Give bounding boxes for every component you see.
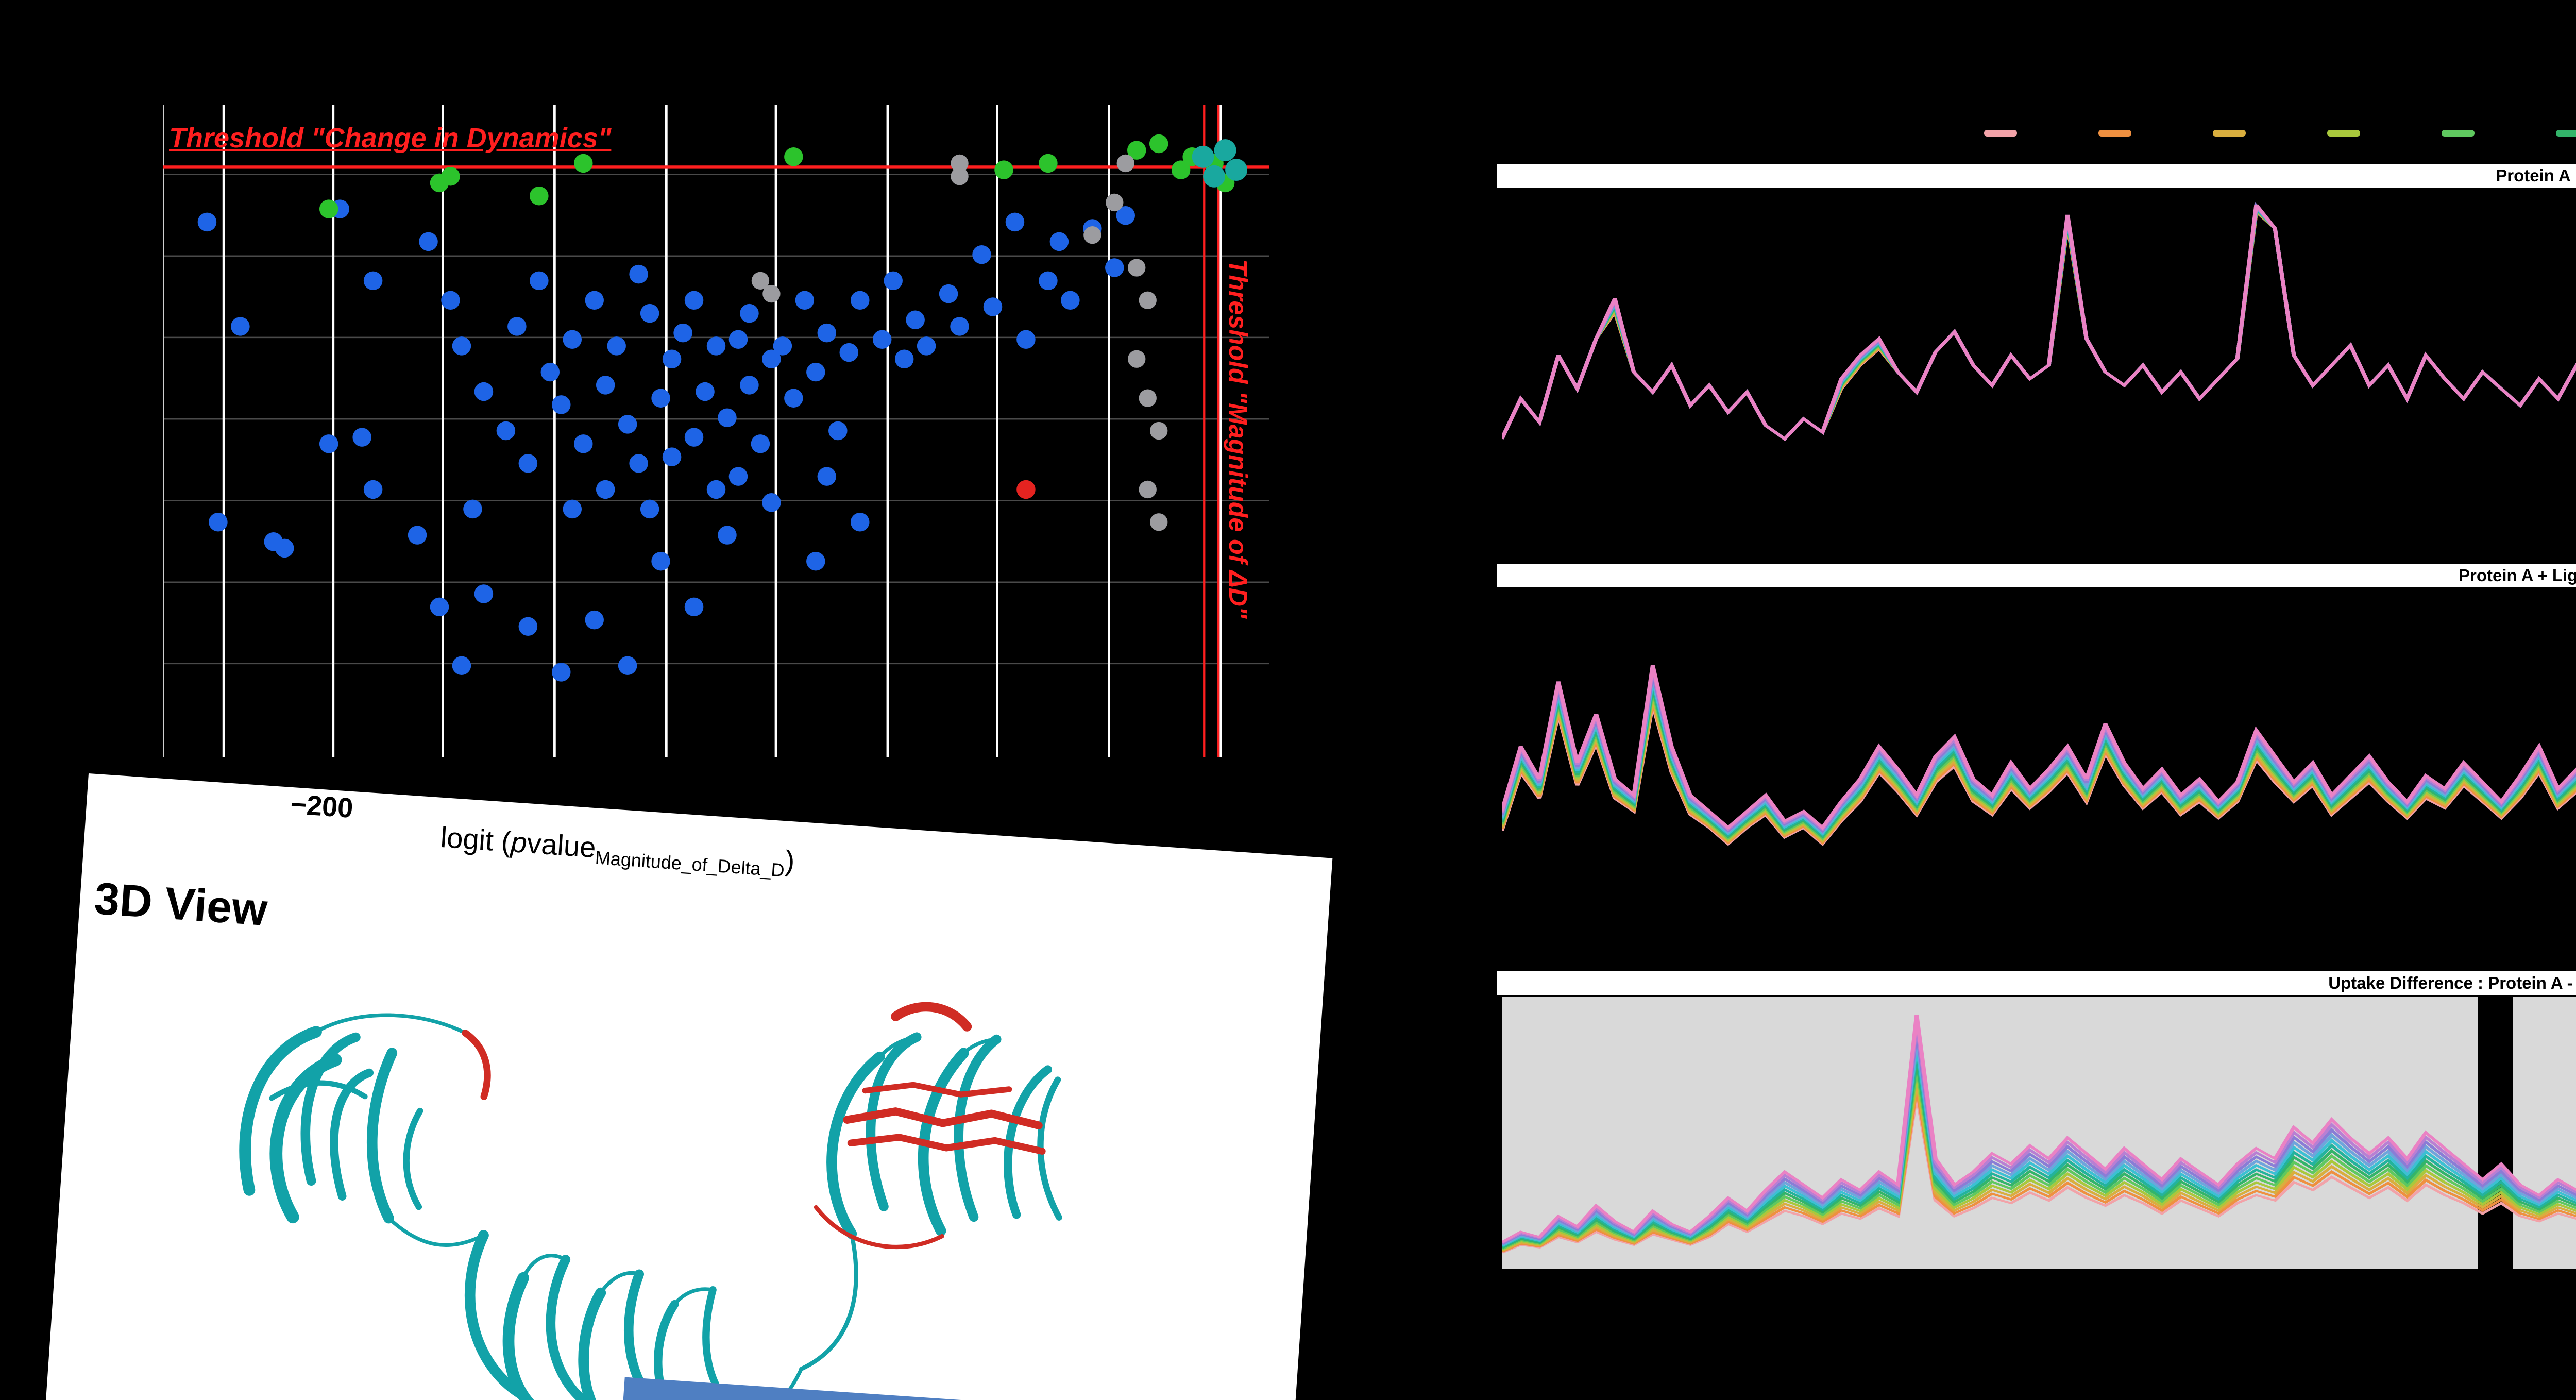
x-axis-prefix: logit ( (439, 820, 512, 858)
series-lines (1502, 1015, 2576, 1254)
uptake-difference-lines[interactable] (1502, 997, 2576, 1269)
x-axis-value: value (526, 826, 597, 864)
series-lines (1502, 201, 2576, 441)
volcano-points-blue (197, 199, 1136, 682)
legend-swatch-4[interactable] (2327, 130, 2360, 137)
volcano-canvas[interactable] (163, 105, 1269, 757)
structure-viewer-panel: −200 logit (pvalueMagnitude_of_Delta_D) … (39, 773, 1333, 1400)
highlight-block (2513, 997, 2576, 1269)
uptake-difference-chart (1502, 997, 2576, 1269)
volcano-points-gray (751, 154, 1168, 531)
legend-swatch-1[interactable] (1984, 130, 2017, 137)
3d-view-title: 3D View (93, 872, 269, 936)
volcano-threshold-lines (163, 105, 1269, 757)
series-lines (1502, 665, 2576, 847)
timepoint-legend (1984, 130, 2576, 137)
panel-title-protein-a-ligand: Protein A + Ligand (1497, 564, 2576, 587)
panel-title-protein-a: Protein A (1497, 164, 2576, 188)
volcano-points-red (1016, 480, 1036, 499)
uptake-lines-protein-a[interactable] (1502, 198, 2576, 546)
legend-swatch-3[interactable] (2213, 130, 2246, 137)
x-axis-subscript: Magnitude_of_Delta_D (594, 847, 785, 881)
volcano-points-teal (1192, 139, 1248, 188)
panel-title-text: Protein A (2496, 166, 2571, 185)
volcano-x-tick: −200 (289, 788, 354, 824)
threshold-dynamics-label: Threshold "Change in Dynamics" (169, 123, 612, 154)
volcano-gridlines (163, 105, 1269, 757)
uptake-chart-protein-a (1502, 198, 2576, 546)
uptake-chart-protein-a-ligand (1502, 594, 2576, 932)
x-axis-suffix: ) (784, 844, 796, 878)
panel-title-text: Protein A + Ligand (2459, 566, 2576, 585)
uptake-lines-protein-a-ligand[interactable] (1502, 594, 2576, 932)
x-axis-p: p (510, 825, 529, 859)
threshold-magnitude-label: Threshold "Magnitude of ΔD" (1224, 259, 1252, 619)
panel-title-text: Uptake Difference : Protein A - (Protein… (2328, 973, 2576, 992)
panel-title-uptake-difference: Uptake Difference : Protein A - (Protein… (1497, 971, 2576, 995)
protein-ribbon-3d[interactable] (168, 936, 1106, 1400)
legend-swatch-2[interactable] (2098, 130, 2131, 137)
volcano-plot: Threshold "Change in Dynamics" Threshold… (163, 105, 1269, 757)
legend-swatch-6[interactable] (2556, 130, 2576, 137)
volcano-x-axis-label: logit (pvalueMagnitude_of_Delta_D) (439, 820, 796, 882)
legend-swatch-5[interactable] (2442, 130, 2475, 137)
